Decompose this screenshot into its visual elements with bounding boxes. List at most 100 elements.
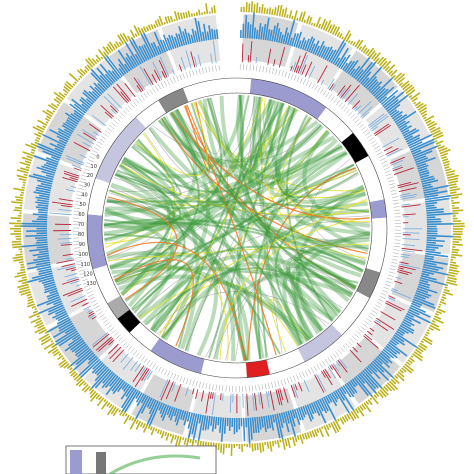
yellow-bar (447, 177, 459, 182)
legend-box (65, 445, 217, 474)
red-bar (134, 367, 148, 387)
red-bar (192, 388, 195, 395)
tick (384, 283, 391, 287)
blue-bar (35, 206, 49, 210)
tick (328, 94, 332, 100)
tick (352, 116, 358, 121)
yellow-bar (156, 18, 162, 27)
yellow-bar (53, 98, 61, 105)
yellow-bar (50, 340, 54, 343)
tick (186, 378, 189, 384)
yellow-bar (298, 11, 303, 22)
yellow-bar (150, 23, 154, 30)
blue-bar (353, 54, 373, 79)
red-bar (386, 148, 403, 157)
red-bar (317, 65, 328, 84)
blue-bar (334, 57, 341, 66)
blue-bar (402, 128, 417, 137)
yellow-bar (416, 346, 424, 353)
red-bar (81, 129, 98, 140)
yellow-bar (37, 131, 43, 136)
yellow-bar (58, 352, 62, 357)
yellow-bar (337, 418, 340, 422)
tick (381, 161, 387, 164)
yellow-bar (122, 32, 129, 42)
blue-bar (36, 245, 48, 249)
blue-bar (420, 274, 437, 281)
red-bar (356, 342, 362, 348)
tick (324, 359, 329, 365)
tick (290, 376, 293, 383)
blue-bar (306, 36, 314, 52)
yellow-bar (118, 41, 123, 46)
yellow-bar (371, 395, 379, 405)
blue-bar (125, 386, 134, 398)
yellow-bar (309, 431, 313, 438)
yellow-bar (425, 119, 432, 124)
yellow-bar (147, 24, 152, 31)
yellow-bar (286, 437, 291, 448)
tick (305, 80, 309, 86)
yellow-bar (63, 363, 70, 369)
red-bar (71, 298, 88, 307)
blue-bar (142, 31, 156, 57)
yellow-bar (313, 429, 318, 437)
blue-bar (108, 375, 119, 387)
yellow-bar (430, 322, 440, 328)
yellow-bar (32, 126, 44, 133)
yellow-bar (72, 83, 76, 87)
yellow-bar (79, 68, 86, 75)
blue-bar (424, 194, 439, 199)
yellow-bar (42, 125, 47, 129)
yellow-bar (363, 402, 372, 413)
yellow-bar (50, 102, 59, 109)
yellow-bar (182, 12, 186, 19)
yellow-bar (13, 209, 22, 212)
blue-bar (159, 403, 166, 414)
chord (142, 118, 211, 325)
blue-bar (410, 141, 435, 153)
blue-bar (344, 383, 355, 398)
blue-bar (425, 197, 450, 203)
blue-bar (43, 281, 56, 287)
blue-bar (162, 39, 169, 52)
blue-bar (79, 98, 91, 109)
chord (161, 271, 344, 338)
tick (274, 381, 277, 388)
tick (146, 91, 151, 97)
yellow-bar (311, 430, 316, 438)
red-bar (297, 52, 307, 74)
yellow-bar (73, 374, 80, 381)
tick (375, 149, 381, 153)
blue-bar (327, 394, 333, 403)
yellow-bar (74, 81, 77, 85)
red-bar (73, 167, 82, 172)
tick (284, 71, 287, 78)
red-bar (331, 364, 342, 379)
blue-bar (298, 407, 304, 421)
blue-bar (29, 248, 49, 252)
blue-bar (197, 20, 203, 42)
blue-bar (342, 385, 352, 398)
blue-bar (405, 134, 421, 143)
tick (135, 98, 140, 104)
yellow-bar (255, 2, 259, 13)
red-bar (398, 265, 416, 271)
yellow-bar (271, 440, 275, 447)
ideogram-band (245, 359, 270, 378)
blue-bar (356, 61, 374, 82)
yellow-bar (16, 169, 29, 174)
red-bar (398, 267, 404, 270)
blue-bar (99, 63, 116, 83)
tick (293, 75, 297, 81)
yellow-bar (440, 152, 449, 157)
tick (386, 173, 392, 176)
tick (182, 377, 186, 383)
blue-bar (322, 46, 330, 60)
blue-bar (365, 76, 377, 89)
blue-bar (170, 35, 177, 49)
yellow-bar (339, 417, 345, 425)
blue-bar (55, 308, 66, 315)
red-bar (385, 147, 399, 155)
